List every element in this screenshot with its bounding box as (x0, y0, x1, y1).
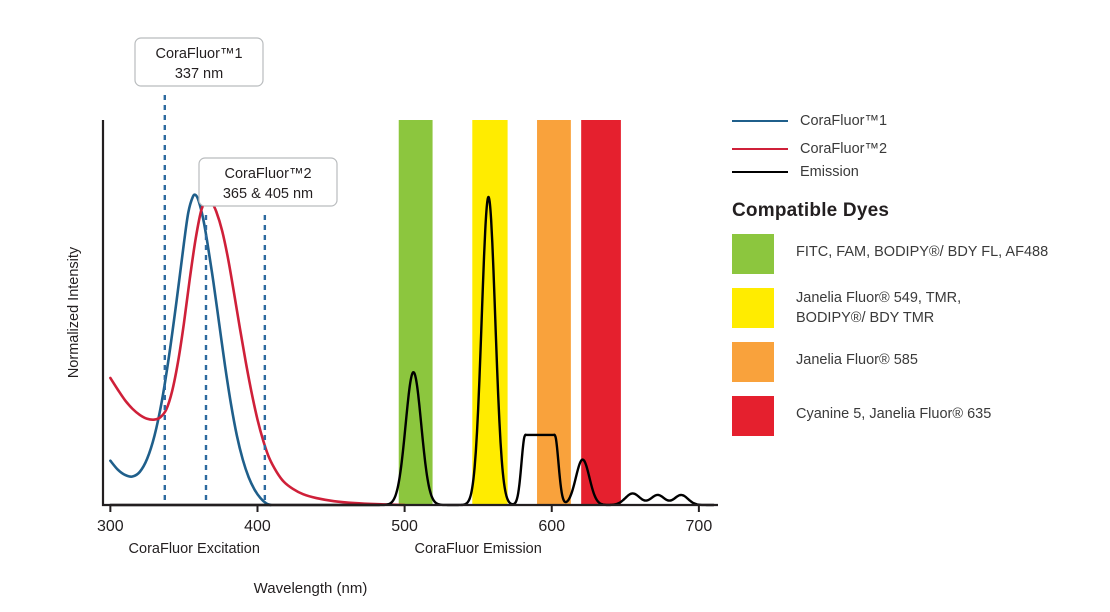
callout-corafluor-1-line1: CoraFluor™1 (155, 46, 242, 62)
axis-group-label-1: CoraFluor Emission (415, 541, 542, 557)
dye-label-line: FITC, FAM, BODIPY®/ BDY FL, AF488 (796, 244, 1049, 260)
chart-axes (101, 120, 718, 507)
legend-item-label: CoraFluor™1 (800, 113, 888, 129)
dye-row-1: Janelia Fluor® 549, TMR, BODIPY®/ BDY TMR (732, 288, 961, 328)
dye-color-swatch (732, 342, 774, 382)
x-tick-label-400: 400 (244, 518, 271, 535)
x-tick-label-600: 600 (538, 518, 565, 535)
spectra-chart: 300 400 500 600 700 CoraFluor Excitation CoraF… (66, 37, 718, 597)
dye-color-swatch (732, 234, 774, 274)
orange-band (537, 120, 571, 505)
legend-line-swatch (732, 120, 788, 122)
curve-excitation-CoraFluor2 (109, 199, 406, 507)
curve-excitation-CoraFluor1 (109, 193, 273, 507)
x-axis-title: Wavelength (nm) (254, 580, 368, 597)
legend-item-label: Emission (800, 164, 859, 180)
dye-row-0: FITC, FAM, BODIPY®/ BDY FL, AF488 (732, 234, 1048, 274)
yellow-band (472, 120, 508, 505)
x-tick-label-300: 300 (97, 518, 124, 535)
compatible-dyes-title: Compatible Dyes (732, 200, 890, 221)
dye-color-swatch (732, 396, 774, 436)
legend-item-0: CoraFluor™1 (732, 113, 887, 129)
dye-label-line: BODIPY®/ BDY TMR (796, 309, 935, 326)
callout-corafluor-2 (198, 157, 338, 207)
callout-corafluor-1-line2: 337 nm (175, 66, 223, 82)
x-tick-label-700: 700 (686, 518, 713, 535)
callout-corafluor-1 (134, 37, 264, 87)
callout-corafluor-2-line2: 365 & 405 nm (223, 186, 313, 202)
dye-label: FITC, FAM, BODIPY®/ BDY FL, AF488 (796, 234, 1048, 263)
dye-label: Janelia Fluor® 549, TMR, BODIPY®/ BDY TMR (796, 288, 961, 328)
dye-color-swatch (732, 288, 774, 328)
dye-label-line: Janelia Fluor® 549, TMR, (796, 290, 962, 306)
y-axis-title: Normalized Intensity (66, 246, 82, 378)
legend-item-2: Emission (732, 164, 859, 180)
dye-label-line: Janelia Fluor® 585 (796, 352, 918, 368)
legend-line-swatch (732, 171, 788, 173)
curve-emission (109, 195, 715, 507)
legend-item-label: CoraFluor™2 (800, 141, 888, 157)
axis-group-label-0: CoraFluor Excitation (129, 541, 260, 557)
dye-row-3: Cyanine 5, Janelia Fluor® 635 (732, 396, 991, 436)
x-tick-label-500: 500 (391, 518, 418, 535)
dye-row-2: Janelia Fluor® 585 (732, 342, 918, 382)
dye-label: Janelia Fluor® 585 (796, 342, 918, 371)
legend-line-swatch (732, 148, 788, 150)
callout-corafluor-2-line1: CoraFluor™2 (224, 166, 311, 182)
red-band (581, 120, 621, 505)
legend-panel: CoraFluor™1 CoraFluor™2 Emission Compatibl… (728, 0, 1110, 612)
legend-item-1: CoraFluor™2 (732, 141, 887, 157)
dye-label: Cyanine 5, Janelia Fluor® 635 (796, 396, 991, 425)
dye-label-line: Cyanine 5, Janelia Fluor® 635 (796, 406, 992, 422)
